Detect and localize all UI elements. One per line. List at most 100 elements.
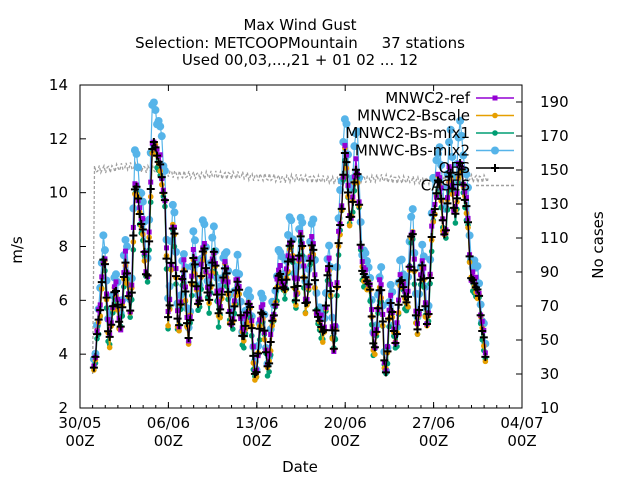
y-axis: 2 4 6 8 10 12 14 <box>49 76 86 417</box>
legend-label: MNWC2-Bscale <box>357 107 470 125</box>
obs-point <box>465 252 474 261</box>
obs-point <box>239 332 248 341</box>
data-point <box>123 242 132 251</box>
legend-marker <box>491 164 499 172</box>
data-point <box>134 163 143 172</box>
data-point <box>140 216 146 222</box>
obs-point <box>369 339 378 348</box>
x-tick-label: 06/06 <box>147 414 190 432</box>
data-point <box>201 240 207 246</box>
data-point <box>179 250 188 259</box>
obs-point <box>219 273 228 282</box>
data-point <box>448 152 457 161</box>
obs-point <box>296 232 305 241</box>
data-point <box>435 143 444 152</box>
obs-point <box>129 231 138 240</box>
data-point <box>434 149 443 158</box>
obs-point <box>284 257 293 266</box>
obs-point <box>378 317 387 326</box>
obs-point <box>255 324 264 333</box>
obs-point <box>89 363 98 372</box>
obs-point <box>243 308 252 317</box>
obs-point <box>280 285 289 294</box>
obs-point <box>156 160 165 169</box>
x-tick-label-hour: 00Z <box>331 432 360 450</box>
obs-point <box>247 324 256 333</box>
obs-point <box>189 254 198 263</box>
data-point <box>463 195 469 201</box>
obs-point <box>246 302 255 311</box>
obs-point <box>385 314 394 323</box>
obs-point <box>478 326 487 335</box>
obs-point <box>241 321 250 330</box>
data-point <box>277 262 283 268</box>
obs-point <box>415 306 424 315</box>
obs-point <box>464 218 473 227</box>
y2-tick-label: 10 <box>540 399 559 417</box>
obs-point <box>162 254 171 263</box>
data-point <box>215 324 222 330</box>
data-point <box>157 132 166 141</box>
obs-point <box>225 308 234 317</box>
obs-point <box>200 244 209 253</box>
data-point <box>258 304 264 310</box>
obs-point <box>181 287 190 296</box>
y-tick-label: 14 <box>49 76 68 94</box>
obs-point <box>370 343 379 352</box>
data-point <box>418 240 427 249</box>
obs-point <box>326 287 335 296</box>
data-point <box>168 200 177 209</box>
legend-item: MNWC2-Bscale <box>357 107 514 125</box>
data-point <box>302 310 309 317</box>
legend-item: CASES <box>421 177 514 195</box>
y-tick-label: 4 <box>58 345 68 363</box>
data-point <box>216 299 222 305</box>
data-point <box>362 257 371 266</box>
obs-point <box>205 295 214 304</box>
obs-point <box>402 298 411 307</box>
data-point <box>346 222 353 229</box>
legend-label: CASES <box>421 177 470 195</box>
obs-point <box>186 316 195 325</box>
obs-point <box>344 188 353 197</box>
data-point <box>473 274 479 280</box>
data-point <box>414 331 421 337</box>
data-point <box>287 216 296 225</box>
obs-point <box>332 282 341 291</box>
obs-point <box>149 138 158 147</box>
data-point <box>198 261 204 267</box>
data-point <box>154 146 160 152</box>
data-point <box>171 224 177 230</box>
obs-point <box>350 178 359 187</box>
data-point <box>377 277 383 283</box>
obs-point <box>276 270 285 279</box>
obs-point <box>392 329 401 338</box>
obs-point <box>411 311 420 320</box>
obs-point <box>220 264 229 273</box>
obs-point <box>339 170 348 179</box>
obs-point <box>249 351 258 360</box>
legend: MNWC2-refMNWC2-BscaleMNWC2-Bs-mix1MNWC-B… <box>345 89 514 195</box>
data-point <box>266 351 272 357</box>
obs-point <box>121 258 130 267</box>
data-point <box>132 149 141 158</box>
data-point <box>456 116 465 125</box>
y-tick-label: 6 <box>58 291 68 309</box>
data-point <box>111 284 117 290</box>
obs-point <box>146 184 155 193</box>
obs-point <box>413 325 422 334</box>
obs-point <box>141 270 150 279</box>
obs-point <box>424 310 433 319</box>
data-point <box>342 142 348 148</box>
data-point <box>309 234 315 240</box>
data-point <box>343 152 349 158</box>
obs-point <box>421 302 430 311</box>
data-point <box>350 142 359 151</box>
obs-point <box>96 306 105 315</box>
y2-tick-label: 90 <box>540 263 559 281</box>
obs-point <box>391 339 400 348</box>
data-point <box>190 236 199 245</box>
data-point <box>415 290 424 299</box>
data-point <box>479 318 485 324</box>
